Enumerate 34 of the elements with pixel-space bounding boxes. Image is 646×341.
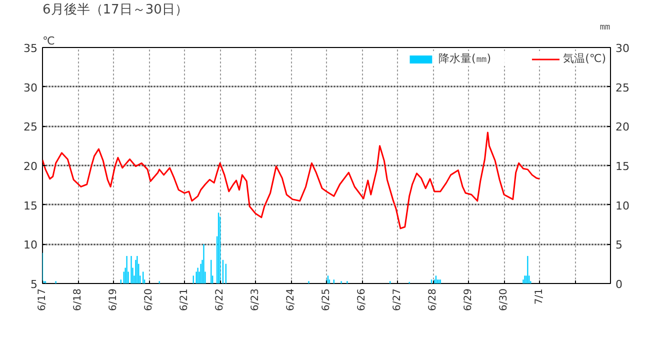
y-tick-label: 5 xyxy=(30,278,38,291)
legend-label: 降水量(㎜) xyxy=(438,51,492,66)
x-tick-label: 7/1 xyxy=(534,288,545,305)
y-tick-label: 25 xyxy=(24,120,38,134)
y2-tick-label: 5 xyxy=(616,238,622,252)
y-axis-title: ℃ xyxy=(42,34,55,48)
x-tick-label: 6/18 xyxy=(72,288,84,311)
y2-tick-label: 15 xyxy=(616,160,630,173)
x-tick-label: 6/28 xyxy=(428,288,438,311)
y-tick-label: 15 xyxy=(24,199,38,212)
x-tick-label: 6/20 xyxy=(144,288,154,311)
x-tick-label: 6/22 xyxy=(214,288,226,311)
legend-label: 気温(℃) xyxy=(563,51,606,66)
y2-tick-label: 25 xyxy=(616,81,630,94)
x-tick-label: 6/25 xyxy=(321,288,332,311)
x-tick-label: 6/17 xyxy=(37,288,48,311)
x-tick-label: 6/23 xyxy=(250,288,261,311)
y-tick-label: 30 xyxy=(24,81,38,94)
y2-tick-label: 10 xyxy=(616,199,630,212)
y2-tick-label: 20 xyxy=(616,120,630,134)
chart-title: 6月後半（17日～30日） xyxy=(42,2,188,18)
x-tick-label: 6/29 xyxy=(463,288,474,311)
x-tick-label: 6/24 xyxy=(286,288,296,311)
x-tick-label: 6/27 xyxy=(392,288,403,311)
x-tick-label: 6/30 xyxy=(498,288,510,311)
y2-axis-title: ㎜ xyxy=(600,20,610,32)
y-tick-label: 35 xyxy=(24,42,38,55)
y-tick-label: 10 xyxy=(24,238,38,252)
y2-tick-label: 0 xyxy=(616,278,622,291)
x-tick-label: 6/26 xyxy=(356,288,368,311)
y-tick-label: 20 xyxy=(24,160,38,173)
y2-tick-label: 30 xyxy=(616,42,630,55)
x-tick-label: 6/21 xyxy=(179,288,190,311)
x-tick-label: 6/19 xyxy=(108,288,119,311)
